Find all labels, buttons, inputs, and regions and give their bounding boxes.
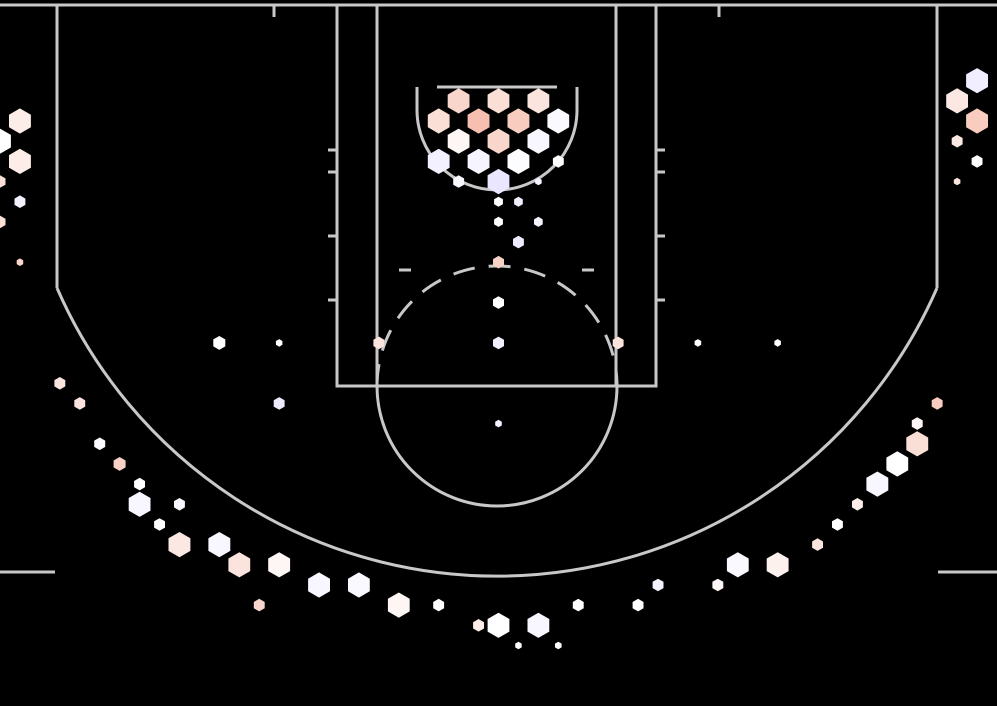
paint-outer: [335, 3, 658, 388]
shot-hex: [154, 518, 165, 531]
free-throw-circle-solid: [375, 385, 619, 508]
shot-hex: [373, 336, 385, 350]
shot-hex: [113, 457, 126, 471]
shot-hex: [487, 88, 510, 114]
shot-hex: [507, 108, 530, 134]
shot-hex: [128, 491, 151, 517]
shot-hex: [9, 148, 31, 174]
three-point-arc: [55, 287, 939, 578]
shot-hex: [0, 215, 6, 229]
shot-hex: [213, 336, 226, 350]
shot-hex: [946, 88, 968, 114]
shot-hex: [208, 532, 231, 558]
shot-hex: [467, 148, 490, 174]
shot-hex: [168, 532, 191, 558]
shot-hex: [555, 641, 562, 650]
shot-hex: [612, 336, 624, 350]
shot-hex: [493, 336, 504, 350]
shot-hex: [487, 168, 510, 195]
shot-hex: [9, 108, 31, 134]
shot-hex: [268, 552, 291, 578]
shot-hex: [547, 108, 570, 134]
shot-hex: [174, 498, 185, 511]
shot-hex: [886, 451, 909, 477]
shot-hex: [16, 258, 24, 266]
shot-hex: [0, 128, 11, 154]
shot-hex: [487, 128, 510, 154]
shot-hex: [527, 612, 550, 638]
shot-hex: [494, 216, 503, 227]
shot-hex: [308, 572, 330, 598]
shot-hex: [467, 108, 490, 134]
shot-hex: [273, 397, 285, 410]
shot-hex: [348, 572, 370, 598]
shot-hex: [228, 552, 251, 578]
shot-hex: [494, 196, 503, 207]
shot-hex: [387, 592, 410, 618]
shot-hex: [513, 235, 524, 249]
shot-hex: [473, 619, 484, 632]
shot-hex: [253, 598, 265, 612]
shot-hex: [14, 195, 26, 208]
shot-hex: [572, 598, 584, 612]
shot-hex: [951, 134, 963, 148]
shot-hex: [54, 377, 66, 390]
shot-hex: [0, 175, 6, 188]
shot-hex: [514, 196, 523, 207]
shot-hex: [495, 419, 502, 428]
shot-hex: [433, 598, 445, 612]
shot-hex: [427, 108, 450, 134]
shot-hex: [275, 339, 283, 347]
shot-hex: [507, 148, 530, 174]
shot-hex: [632, 598, 644, 612]
shot-hex: [535, 177, 542, 186]
shot-hex: [552, 155, 564, 168]
shot-hex: [134, 477, 145, 491]
shot-hex: [652, 578, 664, 592]
shot-hex: [726, 552, 749, 578]
shot-hex: [931, 397, 943, 410]
shot-hex: [493, 296, 504, 309]
shot-hex: [515, 641, 522, 650]
shot-hex: [527, 128, 550, 154]
shot-hex: [447, 88, 470, 114]
free-throw-circle-dashed: [375, 264, 619, 387]
shot-hex: [453, 175, 465, 188]
shot-hex: [493, 255, 504, 269]
shot-hex: [774, 339, 781, 347]
shot-hex: [906, 431, 929, 457]
shot-hex: [971, 155, 983, 168]
shot-hex: [534, 216, 543, 227]
shot-hex: [953, 177, 961, 186]
shot-hex: [712, 578, 724, 592]
shot-hex: [866, 471, 889, 497]
shot-hex: [911, 417, 923, 430]
shot-hexes: [0, 68, 988, 650]
shot-hex: [94, 437, 106, 451]
shot-hex: [966, 68, 988, 94]
shot-hex: [447, 128, 470, 154]
shot-hex: [527, 88, 550, 114]
shot-hex: [487, 612, 510, 638]
shot-hex: [427, 148, 450, 174]
shot-hex: [74, 397, 86, 410]
shot-hex: [812, 538, 823, 551]
shot-hex: [966, 108, 988, 134]
shot-hex: [694, 339, 702, 347]
shot-hex: [766, 552, 789, 578]
shot-hex: [832, 518, 843, 531]
paint-inner: [375, 3, 618, 388]
shot-hex: [852, 498, 863, 511]
